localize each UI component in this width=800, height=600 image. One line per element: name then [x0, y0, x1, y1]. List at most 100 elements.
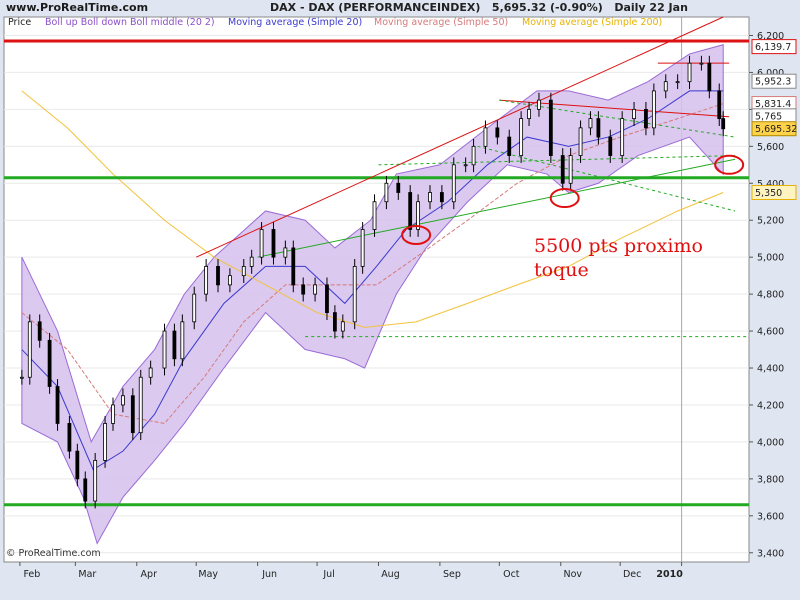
price-candle	[416, 201, 421, 230]
y-tick-label: 6,000	[757, 68, 784, 79]
price-candle	[192, 293, 197, 323]
price-candle	[439, 192, 444, 203]
support-trendline	[477, 145, 736, 212]
price-candle	[687, 62, 692, 83]
price-candle	[463, 164, 468, 167]
price-candle	[216, 266, 220, 286]
x-tick-label: Jul	[322, 569, 334, 580]
title-period: Daily 22 Jan	[614, 1, 688, 14]
price-candle	[352, 266, 357, 323]
price-candle	[249, 256, 254, 267]
price-candle	[483, 127, 488, 147]
price-candle	[301, 284, 306, 295]
price-candle	[428, 192, 432, 203]
y-tick-label: 4,000	[757, 437, 784, 448]
price-candle	[172, 330, 177, 360]
x-tick-label: Nov	[563, 569, 582, 580]
x-tick-label: Sep	[443, 569, 461, 580]
price-candle	[707, 62, 712, 92]
x-tick-label: Jun	[261, 569, 277, 580]
price-label-box	[751, 121, 797, 137]
price-candle	[291, 247, 296, 286]
price-candle	[495, 127, 500, 138]
price-candle	[644, 108, 648, 129]
resistance-trendline	[196, 16, 724, 258]
price-candle	[507, 136, 512, 156]
price-candle	[620, 118, 625, 156]
y-tick-label: 3,800	[757, 474, 784, 485]
price-candle	[27, 321, 32, 378]
x-tick-label: Feb	[23, 569, 40, 580]
price-candle	[180, 321, 185, 360]
bollinger-band	[21, 44, 724, 545]
price-candle	[138, 376, 143, 434]
price-candle	[162, 330, 167, 369]
price-label-text: 5,952.3	[755, 77, 791, 88]
y-tick-label: 4,600	[757, 327, 784, 338]
y-tick-label: 3,600	[757, 511, 784, 522]
price-candle	[259, 229, 264, 258]
legend-ma20: Moving average (Simple 20)	[228, 17, 362, 28]
y-tick-label: 4,200	[757, 400, 784, 411]
price-candle	[19, 376, 24, 379]
price-candle	[372, 201, 377, 230]
price-candle	[651, 90, 656, 129]
annotation-line1: 5500 pts proximo	[534, 235, 703, 257]
price-candle	[313, 284, 317, 295]
title-instrument: DAX - DAX (PERFORMANCEINDEX)	[270, 1, 481, 14]
price-candle	[75, 450, 80, 480]
y-tick-label: 4,800	[757, 290, 784, 301]
price-candle	[596, 118, 601, 138]
price-candle	[632, 108, 636, 120]
price-candle	[408, 192, 413, 230]
price-candle	[47, 339, 52, 387]
price-candle	[283, 247, 288, 258]
x-tick-label: Aug	[381, 569, 400, 580]
price-candle	[451, 164, 456, 203]
price-candle	[130, 395, 135, 434]
support-trendline	[257, 158, 736, 258]
price-candle	[55, 386, 60, 424]
price-candle	[568, 155, 573, 184]
price-label-text: 5,350	[755, 188, 782, 199]
price-candle	[675, 81, 680, 84]
price-candle	[103, 423, 107, 461]
price-candle	[241, 266, 246, 277]
price-label-box	[751, 185, 797, 201]
price-candle	[608, 136, 613, 156]
price-candle	[384, 182, 389, 203]
price-candle	[548, 99, 553, 156]
legend-price: Price	[8, 17, 31, 28]
price-candle	[204, 266, 209, 295]
ma200-line	[21, 90, 724, 328]
y-tick-label: 5,600	[757, 142, 784, 153]
y-tick-label: 5,400	[757, 179, 784, 190]
annotation-line2: toque	[534, 259, 589, 281]
price-candle	[519, 118, 524, 156]
footer-copyright: © ProRealTime.com	[6, 548, 101, 559]
price-candle	[537, 99, 541, 110]
price-candle	[340, 321, 345, 332]
x-tick-label: May	[198, 569, 218, 580]
price-label-text: 6,139.7	[755, 42, 791, 53]
legend-ma50: Moving average (Simple 50)	[374, 17, 508, 28]
price-candle	[396, 182, 401, 193]
price-candle	[83, 478, 88, 502]
y-tick-label: 5,200	[757, 216, 784, 227]
price-label-box	[751, 39, 797, 55]
price-label-text: 5,695.32	[755, 124, 797, 135]
price-label-text: 5,765	[755, 111, 782, 122]
x-tick-label: 2010	[656, 569, 683, 580]
highlight-circle	[401, 225, 432, 245]
x-tick-label: Apr	[141, 569, 158, 580]
site-name[interactable]: www.ProRealTime.com	[6, 1, 149, 14]
price-candle	[271, 229, 276, 258]
highlight-circle	[549, 188, 580, 209]
title-last: 5,695.32 (-0.90%)	[491, 1, 603, 14]
price-candle	[699, 62, 704, 65]
chart-title: DAX - DAX (PERFORMANCEINDEX) 5,695.32 (-…	[270, 0, 688, 16]
legend-ma200: Moving average (Simple 200)	[522, 17, 662, 28]
price-candle	[663, 81, 668, 92]
